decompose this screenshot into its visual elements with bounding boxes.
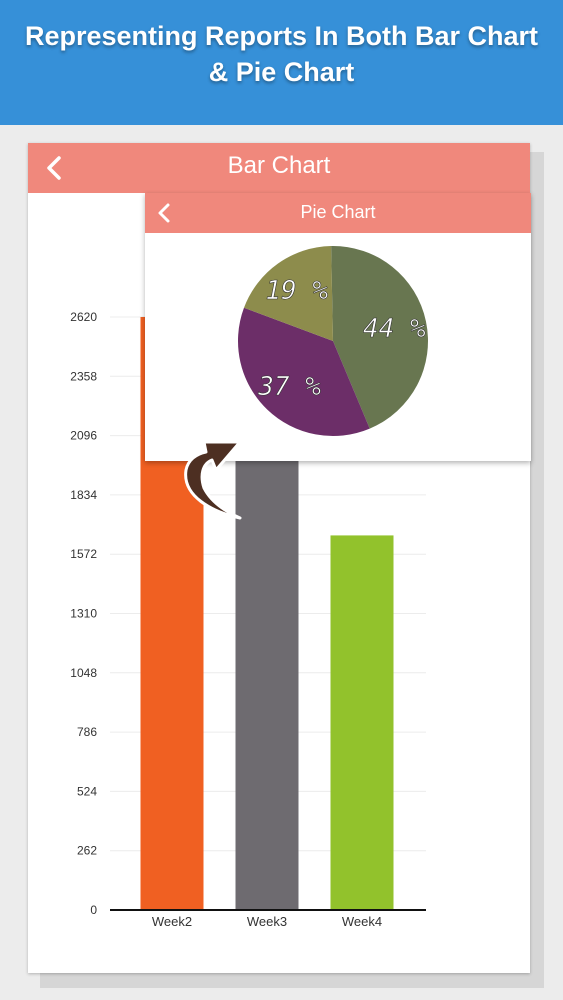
bar-week3 [235, 435, 299, 910]
y-tick-label: 524 [77, 784, 97, 798]
y-tick-label: 1572 [70, 547, 97, 561]
pie-slice [238, 307, 370, 436]
banner-title-line1: Representing Reports In Both Bar Chart [24, 21, 539, 51]
y-tick-label: 1834 [70, 488, 97, 502]
y-tick-label: 786 [77, 725, 97, 739]
y-tick-label: 2620 [70, 310, 97, 324]
pie-chart: 44 % 37 % 19 % [238, 246, 428, 436]
y-tick-label: 2096 [70, 429, 97, 443]
chevron-left-icon[interactable] [40, 153, 70, 183]
pie-chart-header: Pie Chart [145, 193, 531, 233]
banner-title-line2: & Pie Chart [208, 57, 355, 87]
pie-label: 19 % [265, 276, 328, 306]
pie-label: 37 % [257, 372, 321, 402]
bar-chart-title: Bar Chart [227, 152, 331, 179]
pie-chart-screen: Pie Chart 44 % 37 % 19 % [145, 193, 531, 461]
curved-arrow-icon [184, 440, 242, 520]
banner-curve [0, 95, 563, 125]
pie-slice [243, 246, 333, 341]
banner-title: Representing Reports In Both Bar Chart &… [0, 18, 563, 90]
x-tick-label: Week4 [342, 914, 382, 929]
bar-chart-header: Bar Chart [28, 143, 530, 193]
y-tick-label: 262 [77, 844, 97, 858]
x-tick-label: Week3 [247, 914, 287, 929]
pie-chart-title: Pie Chart [300, 202, 376, 222]
chevron-left-icon[interactable] [153, 201, 177, 225]
pie-slice [331, 246, 428, 429]
y-tick-label: 1048 [70, 666, 97, 680]
pie-label: 44 % [363, 314, 426, 344]
y-tick-label: 1310 [70, 607, 97, 621]
bar-week4 [330, 535, 394, 910]
x-tick-label: Week2 [152, 914, 192, 929]
y-tick-label: 0 [90, 903, 97, 917]
y-tick-label: 2358 [70, 369, 97, 383]
